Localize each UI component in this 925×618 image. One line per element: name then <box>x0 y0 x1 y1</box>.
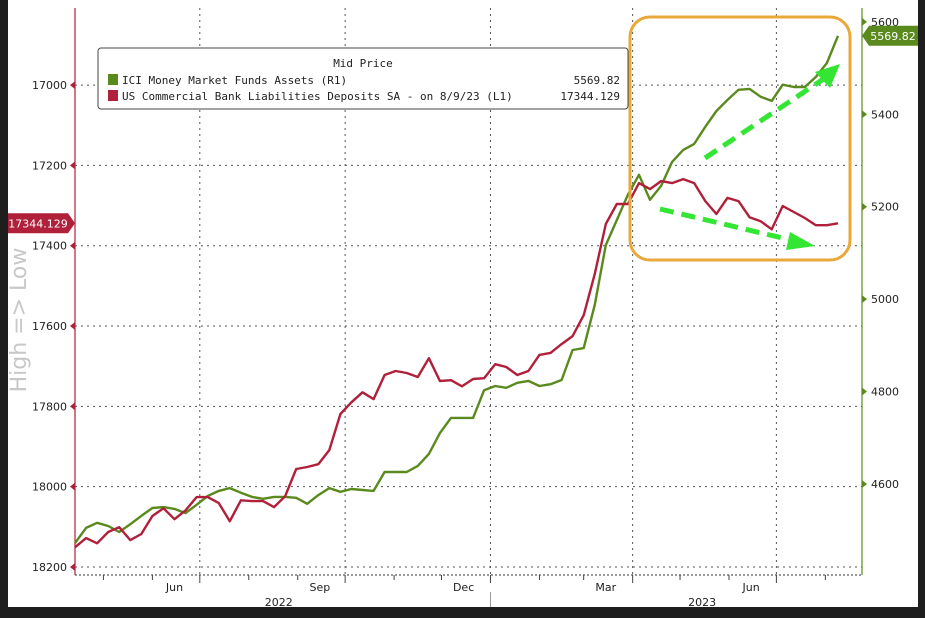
left-tick-label: 18200 <box>32 561 67 574</box>
left-tick-label: 17000 <box>32 79 67 92</box>
up-trend-arrow <box>703 75 827 161</box>
right-tick-label: 5000 <box>871 293 899 306</box>
x-month-label: Sep <box>309 581 330 594</box>
left-last-value-label: 17344.129 <box>8 217 68 230</box>
legend-entry-label: US Commercial Bank Liabilities Deposits … <box>122 90 513 103</box>
right-tick-label: 4800 <box>871 386 899 399</box>
down-trend-arrowhead <box>786 232 815 250</box>
left-tick-mark <box>70 562 75 571</box>
legend-entry-value: 17344.129 <box>560 90 620 103</box>
series-line-money-market-funds <box>74 35 840 544</box>
x-year-label: 2022 <box>265 596 293 609</box>
x-month-label: Jun <box>742 581 760 594</box>
right-tick-label: 5600 <box>871 16 899 29</box>
legend-entry-value: 5569.82 <box>574 74 620 87</box>
right-tick-label: 4600 <box>871 478 899 491</box>
left-tick-mark <box>70 81 75 90</box>
x-month-label: Jun <box>165 581 183 594</box>
x-year-label: 2023 <box>688 596 716 609</box>
series-line-bank-deposits <box>74 177 839 549</box>
down-trend-arrow <box>659 206 796 244</box>
x-month-label: Mar <box>595 581 616 594</box>
right-tick-mark <box>862 202 867 211</box>
right-tick-label: 5400 <box>871 108 899 121</box>
right-tick-mark <box>862 295 867 304</box>
right-tick-mark <box>862 17 867 26</box>
left-tick-label: 17600 <box>32 320 67 333</box>
left-tick-mark <box>70 241 75 250</box>
highlight-box <box>628 15 852 262</box>
x-month-label: Dec <box>453 581 474 594</box>
left-last-value-tag <box>8 213 75 234</box>
left-tick-mark <box>70 482 75 491</box>
up-trend-arrowhead <box>815 64 840 88</box>
right-tick-mark <box>862 479 867 488</box>
left-tick-mark <box>70 402 75 411</box>
right-tick-mark <box>862 387 867 396</box>
left-axis-title: High => Low <box>7 248 32 393</box>
left-tick-mark <box>70 322 75 331</box>
legend <box>97 47 629 110</box>
left-tick-mark <box>70 161 75 170</box>
right-last-value-label: 5569.82 <box>870 30 916 43</box>
right-last-value-tag <box>862 25 918 46</box>
right-tick-mark <box>862 110 867 119</box>
left-tick-label: 17400 <box>32 240 67 253</box>
legend-title: Mid Price <box>333 57 393 70</box>
legend-swatch <box>108 74 118 85</box>
legend-entry-label: ICI Money Market Funds Assets (R1) <box>122 74 347 87</box>
legend-swatch <box>108 90 118 101</box>
left-tick-label: 17800 <box>32 400 67 413</box>
left-tick-label: 18000 <box>32 481 67 494</box>
legend-box <box>97 47 629 110</box>
left-tick-label: 17200 <box>32 159 67 172</box>
right-tick-label: 5200 <box>871 201 899 214</box>
